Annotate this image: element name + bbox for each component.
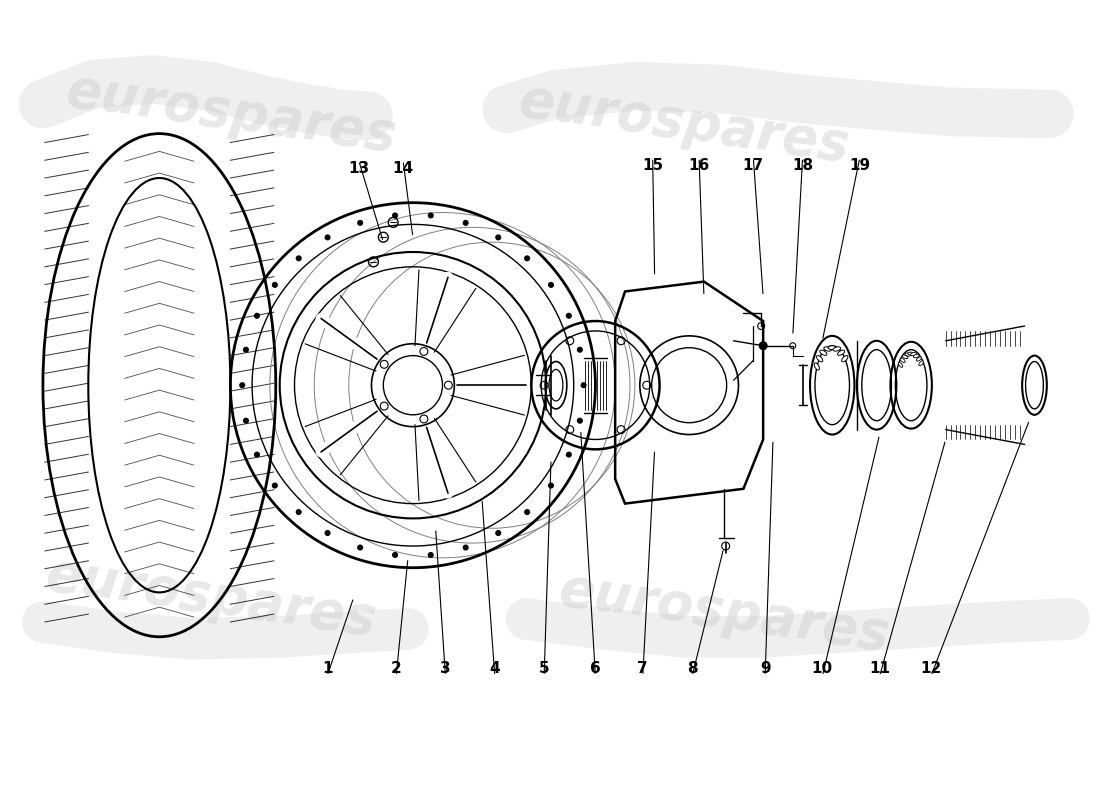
Circle shape [578,347,582,352]
Circle shape [759,342,767,350]
Text: eurospares: eurospares [62,65,399,163]
Text: 18: 18 [792,158,813,173]
Circle shape [463,221,469,226]
Circle shape [243,347,249,352]
Circle shape [566,452,571,457]
Text: eurospares: eurospares [516,74,852,173]
Circle shape [525,510,529,514]
Ellipse shape [905,353,911,356]
Ellipse shape [902,355,908,358]
Circle shape [273,282,277,287]
Text: eurospares: eurospares [556,563,892,661]
Text: eurospares: eurospares [42,548,380,646]
Ellipse shape [842,355,848,362]
Ellipse shape [824,347,832,351]
Ellipse shape [837,350,845,355]
Text: 6: 6 [590,661,601,676]
Ellipse shape [833,347,840,351]
Circle shape [393,553,397,558]
Circle shape [525,256,529,261]
Circle shape [296,256,301,261]
Circle shape [296,510,301,514]
Ellipse shape [814,363,820,370]
Text: 1: 1 [322,661,332,676]
Text: 2: 2 [390,661,402,676]
Text: 12: 12 [921,661,942,676]
Circle shape [358,545,363,550]
Text: 15: 15 [642,158,663,173]
Text: 19: 19 [849,158,870,173]
Circle shape [463,545,469,550]
Ellipse shape [828,346,836,350]
Ellipse shape [918,361,923,366]
Text: 3: 3 [440,661,451,676]
Circle shape [326,530,330,535]
Circle shape [273,483,277,488]
Circle shape [393,213,397,218]
Circle shape [240,382,244,388]
Text: 16: 16 [689,158,710,173]
Ellipse shape [816,355,823,362]
Circle shape [549,282,553,287]
Ellipse shape [916,357,922,361]
Ellipse shape [820,350,827,355]
Text: 5: 5 [539,661,549,676]
Ellipse shape [908,352,914,355]
Circle shape [578,418,582,423]
Text: 14: 14 [393,161,414,176]
Circle shape [428,213,433,218]
Text: 13: 13 [348,161,370,176]
Circle shape [496,530,500,535]
Circle shape [581,382,586,388]
Text: 17: 17 [742,158,763,173]
Circle shape [428,553,433,558]
Ellipse shape [911,353,916,356]
Circle shape [496,235,500,240]
Circle shape [358,221,363,226]
Circle shape [549,483,553,488]
Circle shape [254,452,260,457]
Text: 4: 4 [490,661,500,676]
Ellipse shape [899,362,903,367]
Ellipse shape [913,354,920,358]
Circle shape [326,235,330,240]
Text: 9: 9 [760,661,770,676]
Circle shape [254,314,260,318]
Text: 7: 7 [638,661,648,676]
Text: 10: 10 [812,661,833,676]
Text: 8: 8 [686,661,697,676]
Circle shape [566,314,571,318]
Text: 11: 11 [869,661,890,676]
Circle shape [243,418,249,423]
Ellipse shape [900,358,905,362]
